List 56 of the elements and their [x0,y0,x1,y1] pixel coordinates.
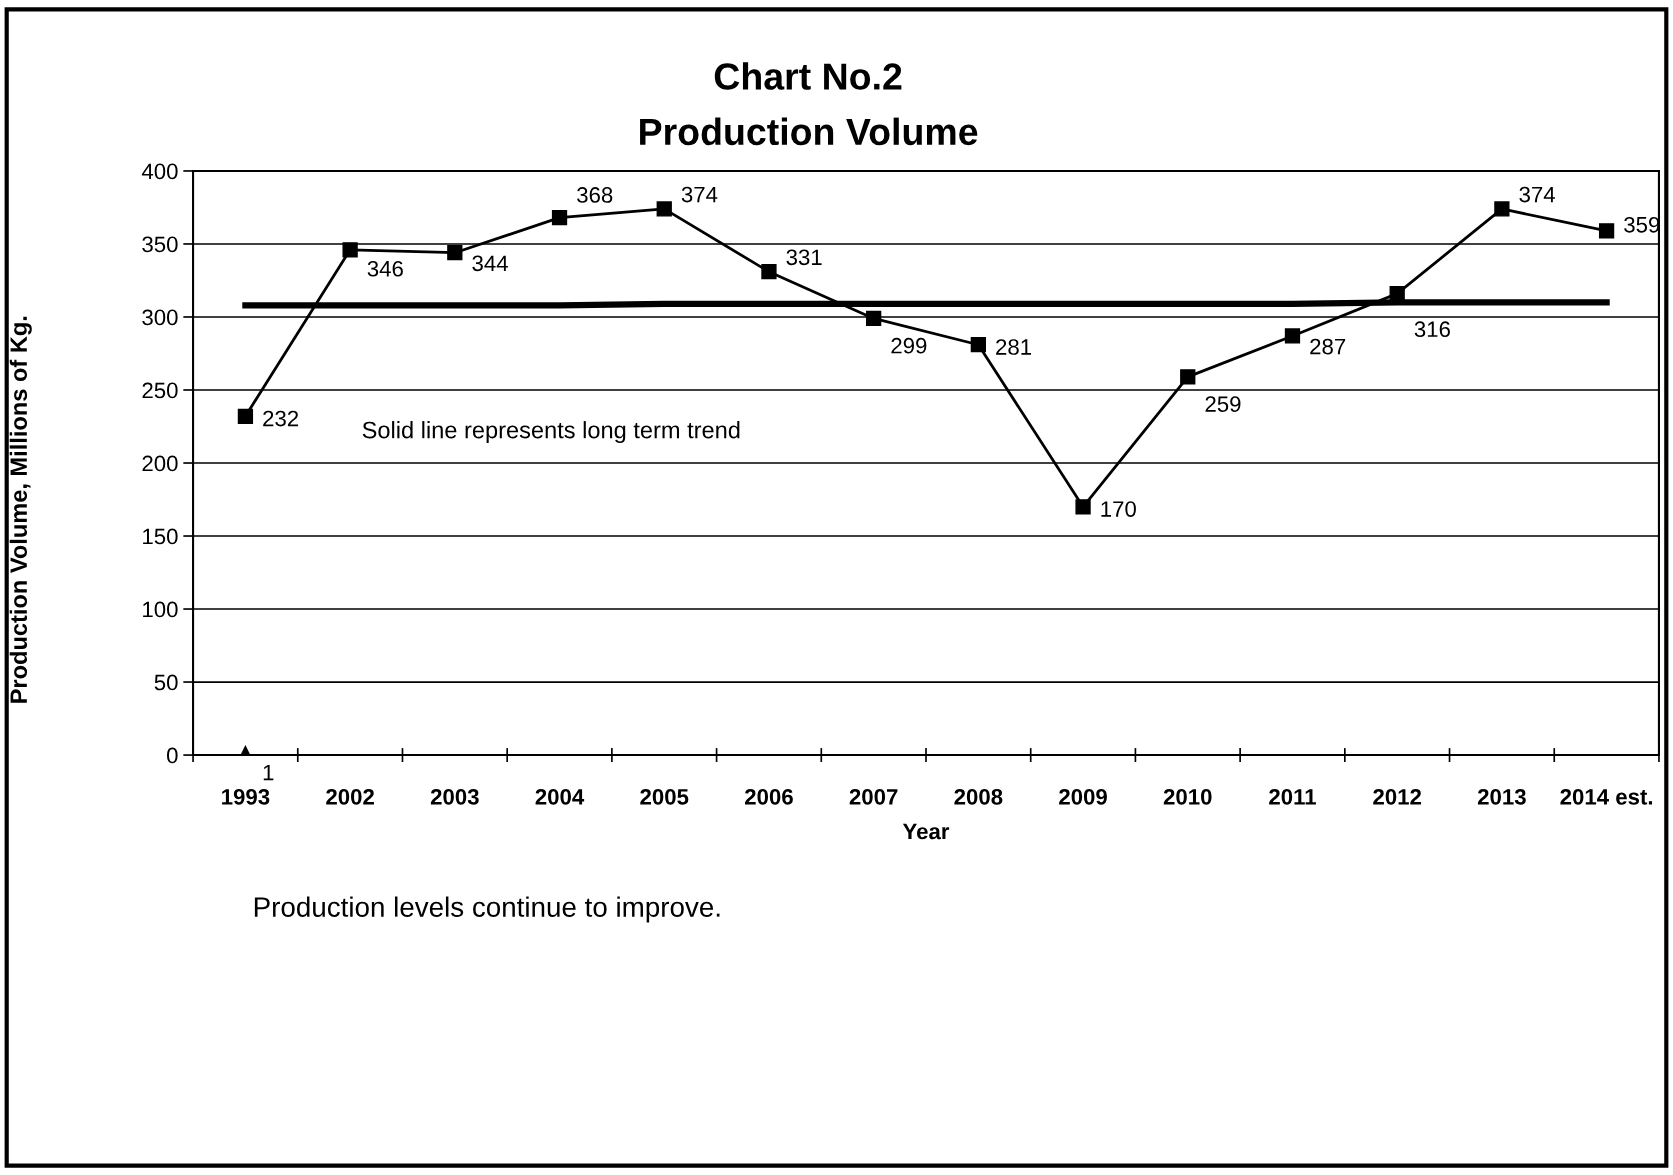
data-label: 1 [263,764,274,781]
x-axis-title: Year [902,823,950,840]
data-label: 359 [1624,216,1660,233]
x-tick-label: 2006 [745,788,793,805]
x-tick-label: 2004 [535,788,585,805]
y-tick-label: 300 [142,309,178,326]
data-label: 346 [367,260,403,277]
point [656,201,672,217]
x-tick-label: 2008 [954,788,1003,805]
data-label: 232 [263,410,299,427]
data-label: 259 [1205,396,1241,412]
data-label: 331 [786,249,822,266]
y-tick-label: 150 [143,528,178,545]
x-tick-label: 2013 [1477,788,1526,805]
y-tick-label: 250 [142,382,178,399]
point [1075,499,1091,515]
point [1284,328,1301,344]
data-label: 374 [681,186,718,203]
y-tick-label: 100 [143,601,178,618]
x-tick-label: 2007 [849,788,898,805]
y-tick-label: 350 [142,236,178,253]
data-label: 287 [1310,338,1346,355]
x-tick-label: 1993 [222,788,270,805]
chart-title: Chart No.2 Production Volume [640,62,978,146]
y-axis-title: Production Volume, Millions of Kg. [9,316,32,703]
point [237,408,254,424]
data-label: 299 [891,337,927,354]
data-label: 170 [1101,501,1136,517]
x-tick-label: 2002 [326,788,374,805]
x-tick-label: 2010 [1163,788,1212,805]
data-label: 374 [1519,186,1555,203]
point [970,337,986,353]
x-tick-label: 2009 [1059,788,1107,805]
data-label: 368 [577,187,613,203]
data-label: 316 [1414,321,1450,338]
point [866,310,882,327]
x-tick-label: 2014 est. [1560,788,1653,805]
y-tick-label: 0 [166,747,178,764]
point [1494,201,1510,217]
point [551,210,568,226]
point [447,245,463,261]
x-tick-label: 2012 [1373,788,1422,805]
x-tick-label: 2011 [1269,788,1316,805]
point [761,264,777,280]
annotation: Solid line represents long term trend [362,421,740,444]
x-tick-label: 2003 [430,788,479,805]
text: Production levels continue to improve. [254,896,720,923]
data-label: 344 [472,255,508,272]
x-tick-label: 2005 [640,788,689,805]
point [342,242,358,258]
y-tick-label: 400 [141,163,178,180]
data-label: 281 [996,339,1032,355]
y-tick-label: 50 [154,674,178,691]
point [1598,223,1615,239]
point [1180,369,1196,385]
y-tick-label: 200 [142,455,178,472]
